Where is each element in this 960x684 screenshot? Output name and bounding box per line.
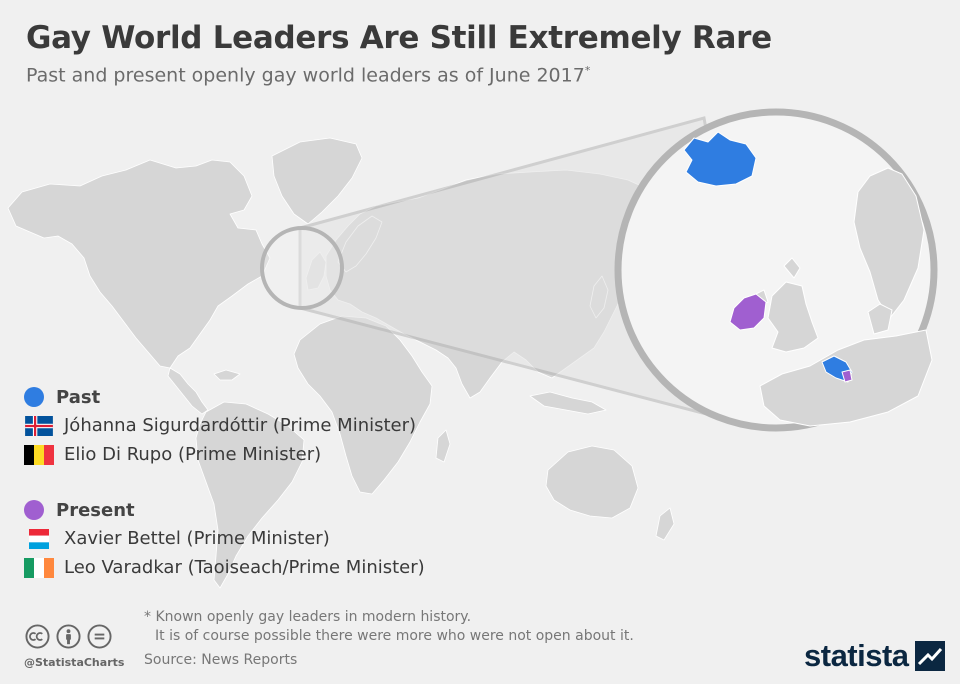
license-icons: [25, 624, 112, 649]
iceland-flag-icon: [25, 415, 53, 436]
belgium-flag-icon: [24, 444, 54, 465]
chart-subtitle: Past and present openly gay world leader…: [26, 64, 590, 86]
brand-name: statista: [804, 638, 909, 673]
legend-leader-row: Elio Di Rupo (Prime Minister): [24, 441, 416, 468]
legend-present-header: Present: [24, 497, 425, 523]
legend-leader-row: Xavier Bettel (Prime Minister): [24, 525, 425, 552]
lens-source-ring: [260, 226, 344, 310]
central-america: [167, 367, 209, 415]
legend-past-label: Past: [56, 386, 101, 408]
south-america: [195, 401, 305, 589]
zoom-luxembourg-present: [841, 369, 853, 383]
statista-logo[interactable]: statista: [804, 638, 945, 674]
footnote-line-1: * Known openly gay leaders in modern his…: [144, 609, 472, 625]
leader-name: Elio Di Rupo (Prime Minister): [64, 444, 322, 465]
subtitle-footnote-mark: *: [584, 64, 591, 77]
madagascar: [435, 429, 451, 463]
cc-icon[interactable]: [25, 624, 50, 649]
leader-name: Leo Varadkar (Taoiseach/Prime Minister): [64, 557, 425, 578]
past-color-dot: [24, 387, 44, 407]
social-handle: @StatistaCharts: [24, 656, 125, 669]
north-america: [7, 159, 271, 369]
zoom-ireland-present: [729, 293, 767, 331]
australia: [545, 445, 639, 519]
legend-past-header: Past: [24, 384, 416, 410]
statista-mark-icon: [914, 641, 945, 671]
ireland-flag-icon: [24, 557, 54, 578]
chart-title: Gay World Leaders Are Still Extremely Ra…: [26, 20, 772, 56]
zoom-denmark: [867, 303, 893, 335]
zoom-scandinavia: [853, 167, 925, 319]
legend-leader-row: Leo Varadkar (Taoiseach/Prime Minister): [24, 554, 425, 581]
luxembourg-flag-icon: [29, 528, 49, 549]
legend-present-label: Present: [56, 499, 135, 521]
southeast-asia-islands: [529, 391, 607, 415]
leader-name: Xavier Bettel (Prime Minister): [64, 528, 330, 549]
legend-past: Past Jóhanna Sigurdardóttir (Prime Minis…: [24, 384, 416, 468]
source-note: Source: News Reports: [144, 652, 298, 668]
by-icon[interactable]: [56, 624, 81, 649]
zoomed-europe: [683, 131, 933, 427]
greenland: [271, 137, 363, 225]
world-map: [7, 108, 938, 589]
legend-leader-row: Jóhanna Sigurdardóttir (Prime Minister): [24, 412, 416, 439]
zoom-scotland-isles: [783, 257, 801, 279]
footnote: * Known openly gay leaders in modern his…: [144, 608, 634, 646]
new-zealand: [655, 507, 675, 541]
footnote-line-2: It is of course possible there were more…: [155, 628, 634, 644]
subtitle-text: Past and present openly gay world leader…: [26, 64, 585, 87]
nd-icon[interactable]: [87, 624, 112, 649]
zoom-iceland-past: [683, 131, 757, 187]
legend-present: Present Xavier Bettel (Prime Minister) L…: [24, 497, 425, 581]
present-color-dot: [24, 500, 44, 520]
magnifier-lens: [260, 108, 938, 432]
zoom-great-britain: [767, 281, 819, 353]
leader-name: Jóhanna Sigurdardóttir (Prime Minister): [64, 415, 417, 436]
caribbean: [213, 369, 241, 381]
